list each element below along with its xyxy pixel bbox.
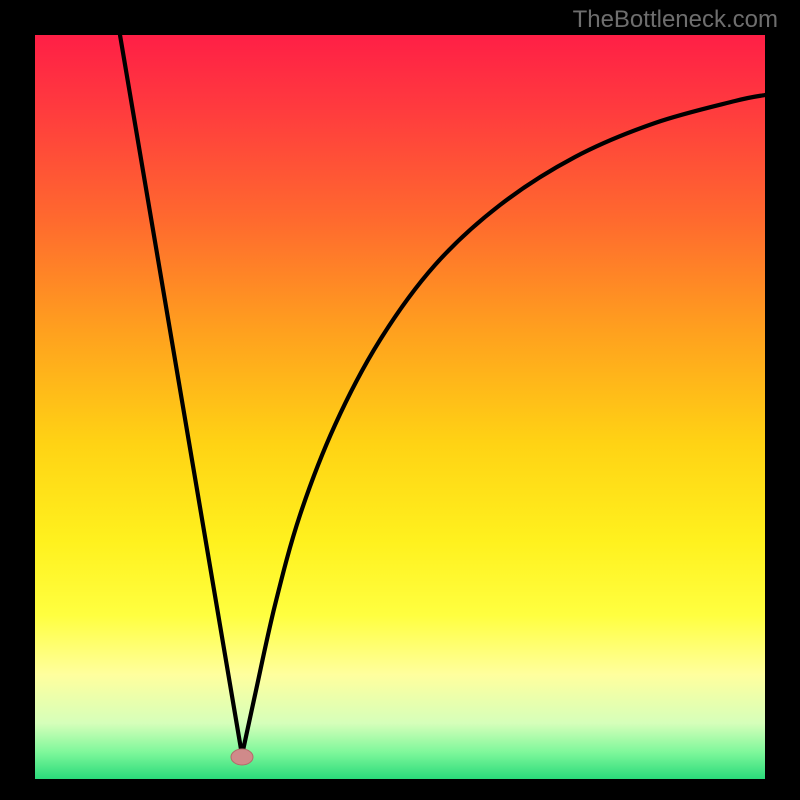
minimum-marker [231,749,253,765]
watermark-text: TheBottleneck.com [573,6,778,34]
plot-area [35,35,765,779]
bottleneck-curve [35,35,765,779]
bottleneck-curve-path [120,35,765,755]
